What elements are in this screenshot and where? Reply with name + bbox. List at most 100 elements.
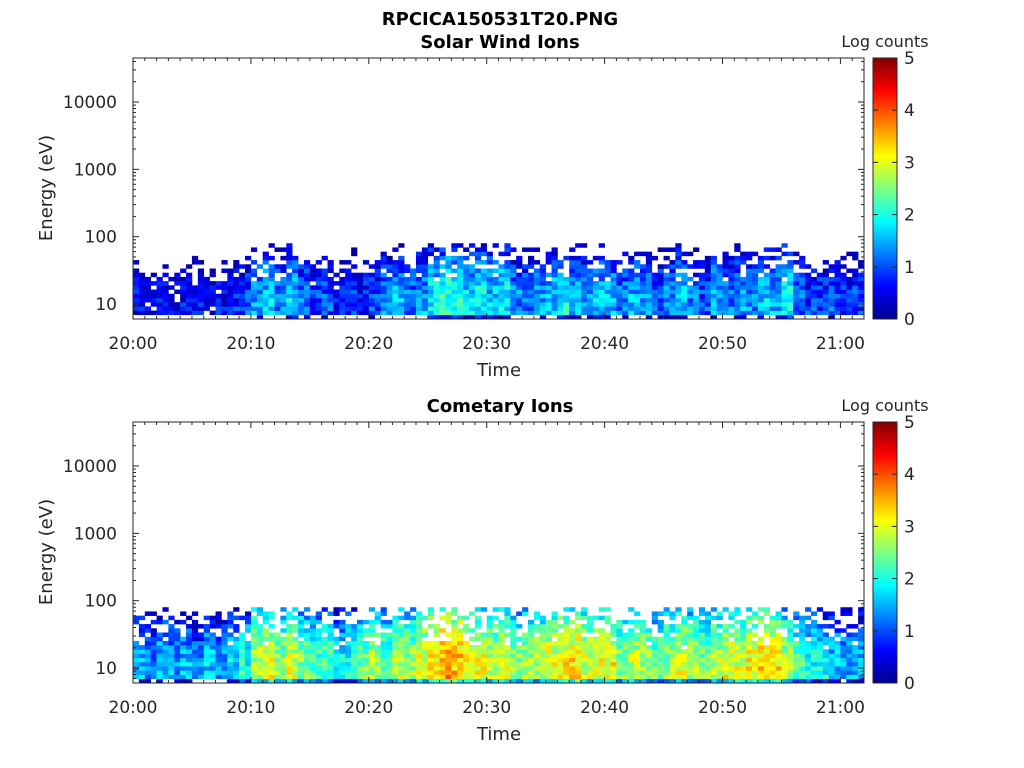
spectrogram-cell <box>309 272 317 278</box>
spectrogram-cell <box>492 653 499 659</box>
spectrogram-cell <box>268 276 275 282</box>
spectrogram-cell <box>787 276 794 282</box>
spectrogram-cell <box>286 653 293 659</box>
spectrogram-cell <box>474 649 482 654</box>
spectrogram-cell <box>710 272 717 278</box>
spectrogram-cell <box>722 649 729 654</box>
spectrogram-cell <box>469 661 476 667</box>
spectrogram-cell <box>245 281 252 286</box>
spectrogram-cell <box>828 649 835 654</box>
spectrogram-cell <box>174 640 181 646</box>
spectrogram-cell <box>398 632 405 637</box>
spectrogram-cell <box>858 657 865 663</box>
spectrogram-cell <box>781 624 788 629</box>
spectrogram-cell <box>710 640 717 646</box>
spectrogram-cell <box>557 666 564 671</box>
spectrogram-cell <box>174 632 181 637</box>
spectrogram-cell <box>445 657 452 663</box>
spectrogram-cell <box>852 255 859 261</box>
spectrogram-cell <box>498 666 505 671</box>
spectrogram-cell <box>469 657 476 663</box>
spectrogram-cell <box>233 310 240 316</box>
spectrogram-cell <box>339 310 346 316</box>
spectrogram-cell <box>681 632 688 637</box>
spectrogram-cell <box>557 302 564 307</box>
spectrogram-cell <box>669 645 676 650</box>
spectrogram-cell <box>250 666 258 671</box>
spectrogram-cell <box>357 619 364 625</box>
spectrogram-cell <box>634 611 641 616</box>
spectrogram-cell <box>840 670 847 675</box>
spectrogram-cell <box>262 636 269 642</box>
spectrogram-cell <box>504 632 511 637</box>
spectrogram-cell <box>209 281 216 286</box>
spectrogram-cell <box>539 285 546 290</box>
spectrogram-cell <box>616 619 623 625</box>
spectrogram-cell <box>763 607 770 612</box>
spectrogram-cell <box>775 649 782 654</box>
spectrogram-cell <box>215 281 222 286</box>
spectrogram-cell <box>492 289 499 295</box>
spectrogram-cell <box>628 306 635 311</box>
spectrogram-cell <box>622 666 629 671</box>
spectrogram-cell <box>262 628 269 633</box>
spectrogram-cell <box>351 251 358 257</box>
spectrogram-cell <box>751 615 759 621</box>
spectrogram-cell <box>828 297 835 303</box>
spectrogram-cell <box>492 314 499 320</box>
spectrogram-cell <box>704 281 712 286</box>
spectrogram-cell <box>840 666 847 671</box>
spectrogram-cell <box>256 649 263 654</box>
spectrogram-cell <box>628 302 635 307</box>
spectrogram-cell <box>639 653 647 659</box>
spectrogram-cell <box>421 272 429 278</box>
spectrogram-cell <box>168 666 175 671</box>
spectrogram-cell <box>486 281 493 286</box>
spectrogram-cell <box>834 628 841 633</box>
spectrogram-cell <box>622 645 629 650</box>
spectrogram-cell <box>734 289 741 295</box>
spectrogram-cell <box>522 666 529 671</box>
spectrogram-cell <box>775 272 782 278</box>
spectrogram-cell <box>345 666 352 671</box>
spectrogram-cell <box>156 276 163 282</box>
spectrogram-cell <box>327 674 334 680</box>
spectrogram-cell <box>250 640 258 646</box>
spectrogram-cell <box>392 285 399 290</box>
spectrogram-cell <box>828 302 835 307</box>
spectrogram-cell <box>380 632 387 637</box>
spectrogram-cell <box>793 251 800 257</box>
spectrogram-cell <box>209 310 216 316</box>
spectrogram-cell <box>345 611 352 616</box>
spectrogram-cell <box>392 272 399 278</box>
spectrogram-cell <box>197 649 205 654</box>
spectrogram-cell <box>303 678 311 684</box>
spectrogram-cell <box>793 276 800 282</box>
spectrogram-cell <box>191 653 199 659</box>
spectrogram-cell <box>563 619 570 625</box>
spectrogram-cell <box>563 674 570 680</box>
spectrogram-cell <box>498 674 505 680</box>
spectrogram-cell <box>858 632 865 637</box>
spectrogram-cell <box>604 607 611 612</box>
spectrogram-cell <box>645 674 653 680</box>
spectrogram-cell <box>156 636 163 642</box>
spectrogram-cell <box>463 678 470 684</box>
spectrogram-cell <box>810 636 818 642</box>
spectrogram-cell <box>439 285 446 290</box>
spectrogram-cell <box>716 276 723 282</box>
spectrogram-cell <box>245 678 252 684</box>
spectrogram-cell <box>687 251 694 257</box>
spectrogram-cell <box>781 251 788 257</box>
spectrogram-cell <box>303 289 311 295</box>
spectrogram-cell <box>675 314 682 320</box>
spectrogram-cell <box>793 649 800 654</box>
spectrogram-cell <box>480 251 488 257</box>
spectrogram-cell <box>144 628 151 633</box>
spectrogram-cell <box>557 674 564 680</box>
spectrogram-cell <box>415 640 423 646</box>
spectrogram-cell <box>303 314 311 320</box>
spectrogram-cell <box>469 653 476 659</box>
spectrogram-cell <box>398 657 405 663</box>
